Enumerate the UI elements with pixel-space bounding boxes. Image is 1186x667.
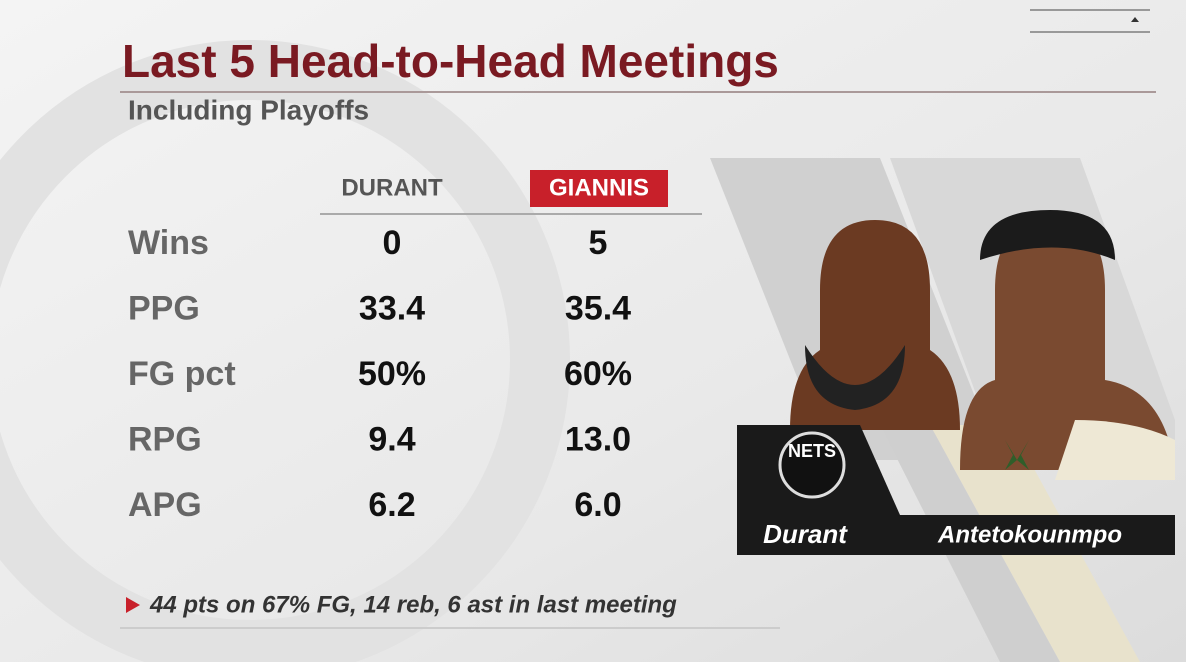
name-bar bbox=[737, 515, 1175, 555]
stat-value: 9.4 bbox=[368, 420, 415, 458]
stat-value: 6.2 bbox=[368, 486, 415, 524]
column-header: GIANNIS bbox=[549, 174, 649, 201]
stat-value: 60% bbox=[564, 355, 632, 393]
bullet bbox=[126, 597, 140, 613]
player-name: Durant bbox=[763, 519, 848, 549]
row-label: RPG bbox=[128, 420, 202, 458]
footnote: 44 pts on 67% FG, 14 reb, 6 ast in last … bbox=[149, 591, 677, 618]
nets-logo bbox=[778, 431, 846, 499]
stat-value: 0 bbox=[383, 224, 402, 262]
column-header: DURANT bbox=[341, 174, 443, 201]
player-name: Antetokounmpo bbox=[937, 521, 1122, 548]
deco-icon bbox=[1131, 17, 1139, 22]
jersey bbox=[1055, 420, 1175, 480]
logo-text: NETS bbox=[788, 441, 836, 461]
stat-value: 50% bbox=[358, 355, 426, 393]
row-label: APG bbox=[128, 486, 202, 524]
hair bbox=[980, 210, 1115, 260]
row-label: PPG bbox=[128, 289, 200, 327]
stat-value: 5 bbox=[589, 224, 608, 262]
giannis-photo bbox=[960, 220, 1175, 470]
row-label: FG pct bbox=[128, 355, 236, 393]
title: Last 5 Head-to-Head Meetings bbox=[122, 35, 779, 87]
subtitle: Including Playoffs bbox=[128, 94, 369, 125]
table-body: Wins 0 5 PPG 33.4 35.4 FG pct 50% 60% RPG 9.4 13.0 A… bbox=[128, 224, 632, 524]
column-highlight bbox=[530, 170, 668, 207]
stat-value: 33.4 bbox=[359, 289, 425, 327]
stat-value: 6.0 bbox=[574, 486, 621, 524]
row-label: Wins bbox=[128, 224, 209, 262]
stat-value: 35.4 bbox=[565, 289, 631, 327]
watermark bbox=[0, 40, 570, 667]
beard bbox=[805, 345, 905, 410]
bucks-logo bbox=[1005, 440, 1029, 470]
stat-value: 13.0 bbox=[565, 420, 631, 458]
